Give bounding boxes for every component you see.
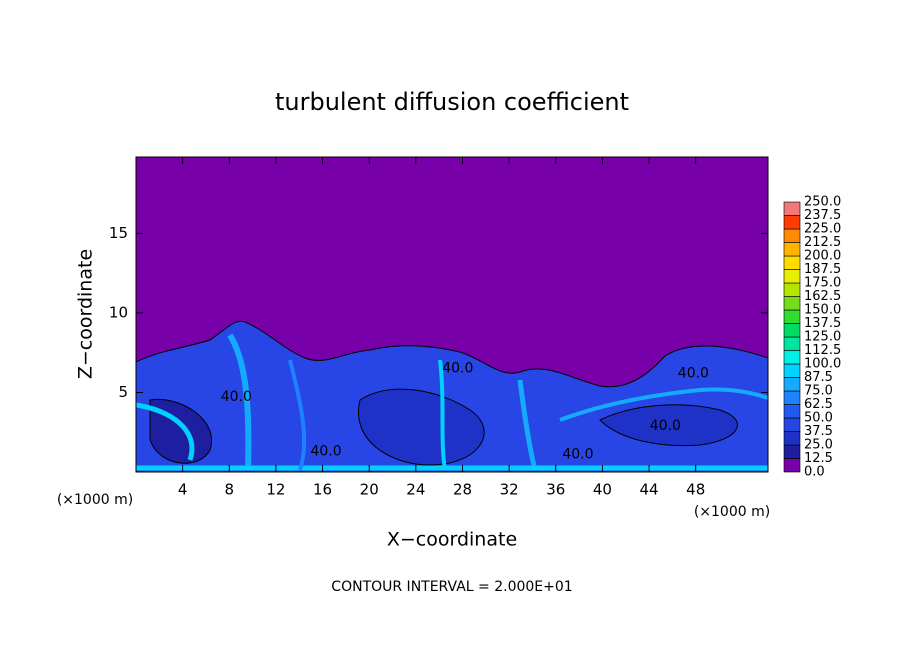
colorbar-box: [783, 228, 801, 243]
turbulent-layer: [136, 320, 768, 472]
colorbar-label: 62.5: [804, 397, 833, 412]
colorbar-box: [783, 269, 801, 284]
colorbar-box: [783, 444, 801, 459]
colorbar-label: 0.0: [804, 465, 825, 480]
colorbar-box: [783, 458, 801, 473]
colorbar-label: 187.5: [804, 262, 841, 277]
colorbar-box: [783, 242, 801, 257]
colorbar-box: [783, 296, 801, 311]
chart-title: turbulent diffusion coefficient: [275, 88, 629, 116]
footer: CONTOUR INTERVAL = 2.000E+01: [331, 579, 572, 595]
colorbar-label: 75.0: [804, 384, 833, 399]
x-tick-label: 40: [593, 481, 612, 499]
x-tick-label: 48: [686, 481, 705, 499]
x-tick-label: 36: [546, 481, 565, 499]
colorbar-box: [783, 336, 801, 351]
x-tick-label: 32: [500, 481, 519, 499]
colorbar-box: [783, 215, 801, 230]
y-tick-label: 15: [109, 224, 128, 242]
colorbar-label: 50.0: [804, 411, 833, 426]
colorbar-label: 150.0: [804, 303, 841, 318]
colorbar-box: [783, 282, 801, 297]
colorbar-label: 250.0: [804, 195, 841, 210]
colorbar-box: [783, 431, 801, 446]
x-tick-label: 28: [453, 481, 472, 499]
colorbar-label: 200.0: [804, 249, 841, 264]
colorbar-label: 225.0: [804, 222, 841, 237]
contour-label: 40.0: [442, 361, 473, 377]
colorbar-label: 112.5: [804, 343, 841, 358]
y-tick-label: 10: [109, 303, 128, 321]
plot-frame: [135, 156, 769, 473]
field: [136, 320, 768, 472]
x-tick-label: 8: [225, 481, 235, 499]
colorbar-box: [783, 323, 801, 338]
x-unit: (×1000 m): [694, 504, 770, 520]
colorbar-label: 175.0: [804, 276, 841, 291]
x-tick-label: 44: [640, 481, 659, 499]
colorbar-label: 137.5: [804, 316, 841, 331]
colorbar-box: [783, 201, 801, 216]
streak: [517, 379, 538, 471]
colorbar-label: 37.5: [804, 424, 833, 439]
colorbar-box: [783, 390, 801, 405]
colorbar-label: 237.5: [804, 208, 841, 223]
streak: [227, 333, 252, 471]
contour-label: 40.0: [650, 418, 681, 434]
colorbar-box: [783, 255, 801, 270]
streak: [559, 387, 768, 422]
x-axis-label: X−coordinate: [387, 529, 517, 551]
colorbar-box: [783, 350, 801, 365]
y-tick-label: 5: [118, 383, 128, 401]
streak: [136, 402, 195, 461]
colorbar-label: 125.0: [804, 330, 841, 345]
y-axis-label: Z−coordinate: [75, 249, 97, 379]
streak: [288, 359, 307, 471]
contour-label: 40.0: [678, 365, 709, 381]
colorbar-label: 100.0: [804, 357, 841, 372]
colorbar-label: 12.5: [804, 451, 833, 466]
colorbar-box: [783, 404, 801, 419]
colorbar-box: [783, 377, 801, 392]
colorbar-label: 212.5: [804, 235, 841, 250]
eddy: [599, 404, 738, 447]
x-tick-label: 16: [313, 481, 332, 499]
contour-label: 40.0: [562, 447, 593, 463]
colorbar-box: [783, 417, 801, 432]
x-tick-label: 20: [360, 481, 379, 499]
colorbar-box: [783, 309, 801, 324]
colorbar-box: [783, 363, 801, 378]
colorbar-label: 162.5: [804, 289, 841, 304]
eddy: [358, 388, 485, 466]
contour-label: 40.0: [221, 389, 252, 405]
colorbar-label: 25.0: [804, 438, 833, 453]
contour-label: 40.0: [310, 443, 341, 459]
x-tick-label: 24: [406, 481, 425, 499]
colorbar-label: 87.5: [804, 370, 833, 385]
y-unit: (×1000 m): [57, 492, 133, 508]
x-tick-label: 4: [178, 481, 188, 499]
x-tick-label: 12: [266, 481, 285, 499]
streak: [438, 359, 447, 471]
